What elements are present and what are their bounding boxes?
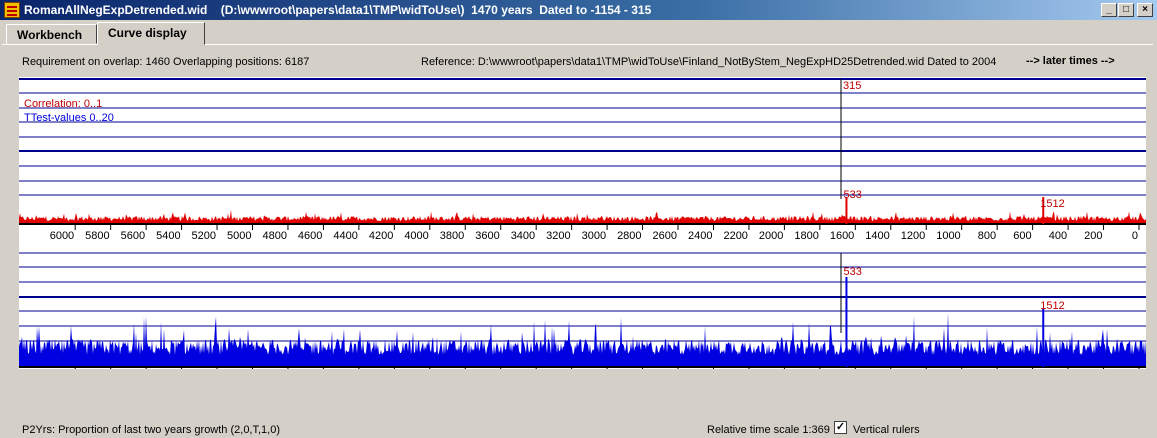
x-tick-label: 1000	[936, 230, 960, 242]
x-tick-label: 3800	[440, 230, 464, 242]
marker-label: 315	[843, 80, 861, 92]
x-tick-label: 3000	[582, 230, 606, 242]
x-tick-label: 1400	[865, 230, 889, 242]
curve-plot[interactable]: 533 1512 533 1512 315 Correlation: 0..1 TTest-…	[19, 77, 1146, 369]
x-tick-label: 2000	[759, 230, 783, 242]
x-tick-label: 2400	[688, 230, 712, 242]
x-tick-label: 4400	[333, 230, 357, 242]
x-tick-label: 1600	[830, 230, 854, 242]
overlap-requirement: Requirement on overlap: 1460 Overlapping…	[22, 56, 310, 68]
vertical-rulers-checkbox[interactable]: ✓	[834, 421, 847, 434]
app-icon	[4, 2, 20, 18]
title-bar[interactable]: RomanAllNegExpDetrended.wid (D:\wwwroot\…	[0, 0, 1157, 20]
x-tick-label: 4000	[404, 230, 428, 242]
vertical-rulers-label: Vertical rulers	[853, 424, 920, 436]
x-tick-label: 5200	[192, 230, 216, 242]
window-title: RomanAllNegExpDetrended.wid (D:\wwwroot\…	[24, 3, 652, 17]
x-tick-label: 4600	[298, 230, 322, 242]
time-scale: Relative time scale 1:369	[707, 424, 830, 436]
blue-peak-label: 533	[843, 266, 861, 278]
red-peak-label: 533	[843, 189, 861, 201]
x-tick-label: 3400	[511, 230, 535, 242]
close-button[interactable]: ×	[1137, 3, 1153, 17]
x-tick-label: 600	[1013, 230, 1031, 242]
correlation-label: Correlation: 0..1	[24, 98, 102, 110]
x-tick-label: 5800	[85, 230, 109, 242]
x-tick-label: 5600	[121, 230, 145, 242]
x-tick-label: 5000	[227, 230, 251, 242]
ttest-curve	[19, 312, 1146, 367]
red-peak-label: 1512	[1040, 198, 1064, 210]
tab-workbench[interactable]: Workbench	[6, 24, 97, 44]
x-tick-label: 3600	[475, 230, 499, 242]
correlation-curve	[19, 209, 1146, 224]
blue-peak-label: 1512	[1040, 300, 1064, 312]
x-tick-label: 800	[978, 230, 996, 242]
x-tick-label: 5400	[156, 230, 180, 242]
x-tick-label: 400	[1049, 230, 1067, 242]
reference-info: Reference: D:\wwwroot\papers\data1\TMP\w…	[421, 56, 997, 68]
tab-curve-display[interactable]: Curve display	[97, 22, 205, 45]
x-tick-label: 0	[1132, 230, 1138, 242]
curve-display-panel	[2, 44, 1153, 437]
x-tick-label: 1800	[794, 230, 818, 242]
later-times-button[interactable]: --> later times -->	[1026, 55, 1115, 67]
x-tick-label: 4200	[369, 230, 393, 242]
x-tick-label: 2200	[723, 230, 747, 242]
x-tick-label: 1200	[901, 230, 925, 242]
x-tick-label: 2800	[617, 230, 641, 242]
x-tick-label: 4800	[262, 230, 286, 242]
x-tick-label: 3200	[546, 230, 570, 242]
ttest-label: TTest-values 0..20	[24, 112, 114, 124]
maximize-button[interactable]: □	[1118, 3, 1134, 17]
curve-description: P2Yrs: Proportion of last two years grow…	[22, 424, 281, 436]
x-tick-label: 2600	[653, 230, 677, 242]
x-tick-label: 6000	[50, 230, 74, 242]
x-tick-label: 200	[1084, 230, 1102, 242]
minimize-button[interactable]: _	[1101, 3, 1117, 17]
